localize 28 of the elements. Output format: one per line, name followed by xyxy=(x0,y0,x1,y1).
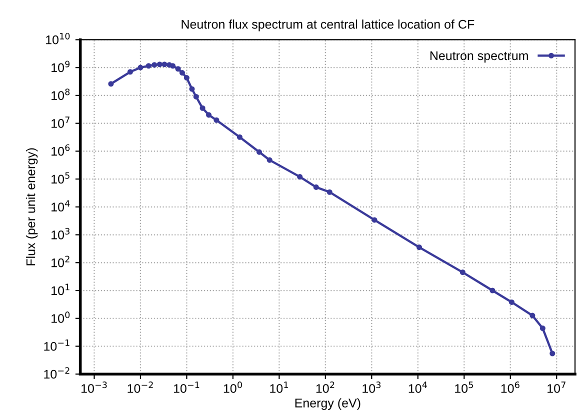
y-tick-label: 10$^{4}$ xyxy=(52,200,70,212)
y-tick-label: 10$^{−2}$ xyxy=(44,367,70,379)
y-tick-label: 10$^{2}$ xyxy=(52,256,70,268)
x-tick-label: 10$^{5}$ xyxy=(455,382,473,393)
chart-title: Neutron flux spectrum at central lattice location of CF xyxy=(182,20,474,32)
y-tick-label: 10$^{6}$ xyxy=(52,144,70,156)
x-tick-label: 10$^{0}$ xyxy=(224,382,242,393)
x-tick-label: 10$^{2}$ xyxy=(316,382,334,393)
y-tick-label: 10$^{0}$ xyxy=(52,312,70,323)
x-tick-label: 10$^{−2}$ xyxy=(128,382,153,393)
x-tick-label: 10$^{6}$ xyxy=(501,382,520,393)
legend-label: Neutron spectrum xyxy=(430,51,528,63)
y-tick-label: 10$^{5}$ xyxy=(52,172,70,184)
y-tick-label: 10$^{9}$ xyxy=(52,60,70,72)
x-tick-label: 10$^{−1}$ xyxy=(174,382,200,393)
y-tick-label: 10$^{1}$ xyxy=(52,284,70,296)
y-tick-label: 10$^{7}$ xyxy=(52,116,70,128)
y-tick-label: 10$^{10}$ xyxy=(46,32,70,44)
y-tick-label: 10$^{3}$ xyxy=(52,228,70,240)
x-tick-label: 10$^{1}$ xyxy=(270,382,288,393)
x-axis-title: Energy (eV) xyxy=(295,398,360,410)
x-tick-label: 10$^{7}$ xyxy=(548,382,566,393)
x-tick-label: 10$^{3}$ xyxy=(362,382,381,393)
x-tick-label: 10$^{−3}$ xyxy=(82,382,107,393)
x-tick-label: 10$^{4}$ xyxy=(408,382,427,393)
y-tick-label: 10$^{8}$ xyxy=(52,88,70,100)
y-tick-label: 10$^{−1}$ xyxy=(44,340,70,351)
y-axis-title: Flux (per unit energy) xyxy=(26,148,38,266)
